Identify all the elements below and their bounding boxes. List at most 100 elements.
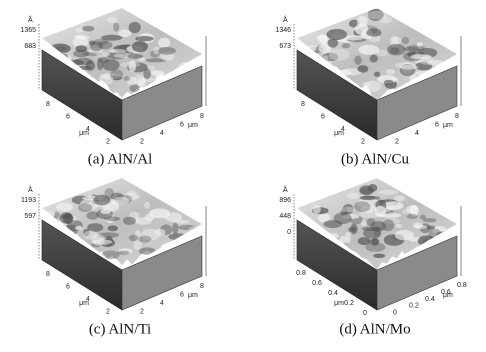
surface-grain xyxy=(62,214,72,219)
surface-grain xyxy=(113,197,129,205)
surface-grain xyxy=(127,54,143,59)
x-unit: μm xyxy=(79,300,89,307)
surface-grain xyxy=(374,226,381,238)
surface-grain xyxy=(102,59,119,71)
surface-grain xyxy=(366,28,381,36)
surface-grain xyxy=(348,227,357,233)
z-tick-label: 896 xyxy=(279,197,291,204)
surface-grain xyxy=(123,217,136,225)
caption: (d) AlN/Mo xyxy=(339,321,410,337)
surface-grain xyxy=(373,254,385,258)
surface-grain xyxy=(358,45,379,55)
z-tick-label: 1193 xyxy=(21,197,36,204)
surface-grain xyxy=(101,251,119,260)
surface-grain xyxy=(368,239,380,244)
surface-grain xyxy=(345,232,351,243)
surface-grain xyxy=(420,215,426,220)
surface-grain xyxy=(342,43,351,48)
surface-grain xyxy=(107,17,117,24)
caption: (c) AlN/Ti xyxy=(89,321,151,337)
x-tick-label: 8 xyxy=(46,271,50,278)
surface-grain xyxy=(41,211,55,218)
z-tick-label: 673 xyxy=(279,43,291,50)
surface-grain xyxy=(138,78,146,87)
z-tick-label: 1346 xyxy=(275,27,291,34)
surface-grain xyxy=(379,190,399,195)
surface-grain xyxy=(367,11,388,20)
z-tick-label: 0 xyxy=(287,229,291,236)
figure: Å13656838642μm2468μm(a) AlN/AlÅ134667386… xyxy=(0,0,486,347)
surface-grain xyxy=(392,37,402,45)
y-tick-label: 4 xyxy=(160,130,164,137)
surface-grain xyxy=(82,26,94,32)
x-tick-label: 8 xyxy=(301,101,305,108)
y-tick-label: 8 xyxy=(200,113,204,120)
surface-grain xyxy=(402,210,410,215)
x-tick-label: 0.4 xyxy=(328,290,338,297)
surface-grain xyxy=(399,65,418,70)
x-tick-label: 6 xyxy=(66,284,70,291)
y-tick-label: 6 xyxy=(180,122,184,129)
surface-grain xyxy=(354,56,362,65)
surface-grain xyxy=(158,47,176,55)
surface-grain xyxy=(386,69,396,75)
x-tick-label: 0.8 xyxy=(296,270,306,277)
surface-grain xyxy=(76,45,88,52)
surface-grain xyxy=(118,30,131,38)
surface-grain xyxy=(402,37,409,44)
x-tick-label: 0.2 xyxy=(344,300,354,307)
surface-grain xyxy=(395,230,414,240)
z-tick-label: 597 xyxy=(24,213,36,220)
y-tick-label: 6 xyxy=(435,122,439,129)
surface-grain xyxy=(415,71,436,76)
surface-grain xyxy=(395,224,402,228)
surface-grain xyxy=(329,49,349,61)
surface-grain xyxy=(129,235,139,242)
y-tick-label: 4 xyxy=(160,300,164,307)
z-unit: Å xyxy=(283,185,288,194)
surface-grain xyxy=(128,191,137,195)
x-tick-label: 6 xyxy=(321,114,325,121)
x-unit: μm xyxy=(334,130,344,137)
surface-grain xyxy=(113,23,119,32)
y-unit: μm xyxy=(188,122,198,129)
surface-grain xyxy=(149,209,170,219)
z-tick-label: 683 xyxy=(24,43,36,50)
surface-grain xyxy=(414,225,427,229)
surface-grain xyxy=(143,68,150,79)
surface-grain xyxy=(101,35,122,41)
surface-grain xyxy=(384,80,394,85)
z-tick-label: 448 xyxy=(279,213,291,220)
surface-grain xyxy=(78,203,92,212)
surface-grain xyxy=(172,223,178,235)
surface-grain xyxy=(168,233,187,240)
surface-grain xyxy=(390,47,400,54)
surface-grain xyxy=(336,70,352,76)
y-tick-label: 4 xyxy=(415,130,419,137)
surface-grain xyxy=(322,55,328,66)
y-unit: μm xyxy=(443,122,453,129)
surface-grain xyxy=(326,233,339,238)
surface-grain xyxy=(339,207,356,212)
x-unit: μm xyxy=(79,130,89,137)
y-unit: μm xyxy=(188,292,198,299)
afm-panel: Å89644800.80.60.40.20μm00.20.40.60.8μm(d… xyxy=(279,178,467,337)
afm-panel: Å13466738642μm2468μm(b) AlN/Cu xyxy=(275,8,461,167)
surface-grain xyxy=(108,225,118,231)
surface-grain xyxy=(135,36,154,41)
surface-grain xyxy=(57,54,68,58)
y-tick-label: 2 xyxy=(395,139,399,146)
surface-grain xyxy=(54,46,65,51)
x-unit: μm xyxy=(334,300,344,307)
surface-grain xyxy=(110,69,123,79)
surface-grain xyxy=(347,193,359,199)
surface-grain xyxy=(370,55,378,63)
y-tick-label: 0.8 xyxy=(457,282,467,289)
surface-grain xyxy=(407,214,418,219)
surface-grain xyxy=(360,196,376,200)
surface-grain xyxy=(124,76,131,81)
caption: (b) AlN/Cu xyxy=(341,151,409,167)
surface-grain xyxy=(139,247,156,254)
x-tick-label: 6 xyxy=(66,114,70,121)
